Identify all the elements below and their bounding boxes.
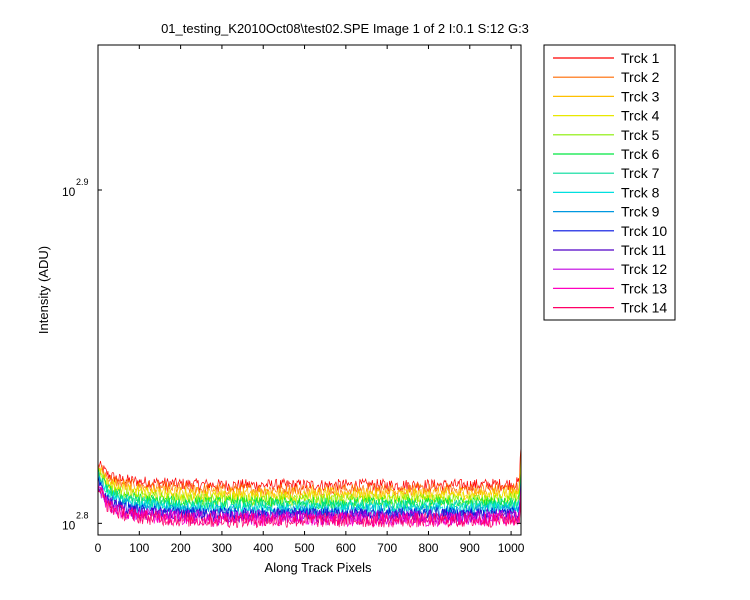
x-axis: 0 100 200 300 400 500 600 700 800 900 1000 <box>95 45 525 555</box>
x-tick-label: 0 <box>95 541 102 555</box>
series-line <box>98 446 521 497</box>
x-tick-label: 100 <box>129 541 149 555</box>
y-tick-label-base: 10 <box>62 518 76 532</box>
legend-label: Trck 11 <box>621 242 666 258</box>
legend-box <box>543 44 676 321</box>
legend-label: Trck 7 <box>621 165 660 181</box>
legend-label: Trck 3 <box>621 88 660 104</box>
series-line <box>98 468 521 510</box>
y-axis-label: Intensity (ADU) <box>36 246 51 334</box>
x-axis-label: Along Track Pixels <box>265 560 372 575</box>
x-tick-label: 200 <box>171 541 191 555</box>
legend-label: Trck 6 <box>621 146 660 162</box>
y-tick-label-exp: 2.8 <box>76 510 89 520</box>
legend-label: Trck 14 <box>621 300 667 316</box>
legend-label: Trck 12 <box>621 261 667 277</box>
y-tick-label-exp: 2.9 <box>76 177 89 187</box>
series-line <box>98 476 521 519</box>
legend: Trck 1 Trck 2 Trck 3 Trck 4 Trck 5 Trck 6 Trck… <box>543 44 676 321</box>
plot-area <box>97 44 522 536</box>
chart-title: 01_testing_K2010Oct08\test02.SPE Image 1… <box>161 21 529 36</box>
series-line <box>98 487 521 529</box>
series-line <box>98 459 521 501</box>
y-tick-label-base: 10 <box>62 185 76 199</box>
legend-label: Trck 10 <box>621 223 667 239</box>
legend-label: Trck 9 <box>621 204 660 220</box>
x-tick-label: 700 <box>377 541 397 555</box>
x-tick-label: 800 <box>418 541 438 555</box>
x-tick-label: 1000 <box>498 541 525 555</box>
x-tick-label: 500 <box>295 541 315 555</box>
plot-frame <box>97 44 522 536</box>
legend-label: Trck 1 <box>621 50 660 66</box>
series-line <box>98 477 521 521</box>
x-tick-label: 300 <box>212 541 232 555</box>
legend-label: Trck 4 <box>621 108 660 124</box>
series-line <box>98 486 521 524</box>
x-tick-label: 400 <box>253 541 273 555</box>
legend-label: Trck 13 <box>621 280 667 296</box>
legend-label: Trck 5 <box>621 127 660 143</box>
legend-label: Trck 2 <box>621 69 660 85</box>
legend-label: Trck 8 <box>621 184 660 200</box>
series-line <box>98 446 521 493</box>
x-tick-label: 600 <box>336 541 356 555</box>
x-tick-label: 900 <box>460 541 480 555</box>
